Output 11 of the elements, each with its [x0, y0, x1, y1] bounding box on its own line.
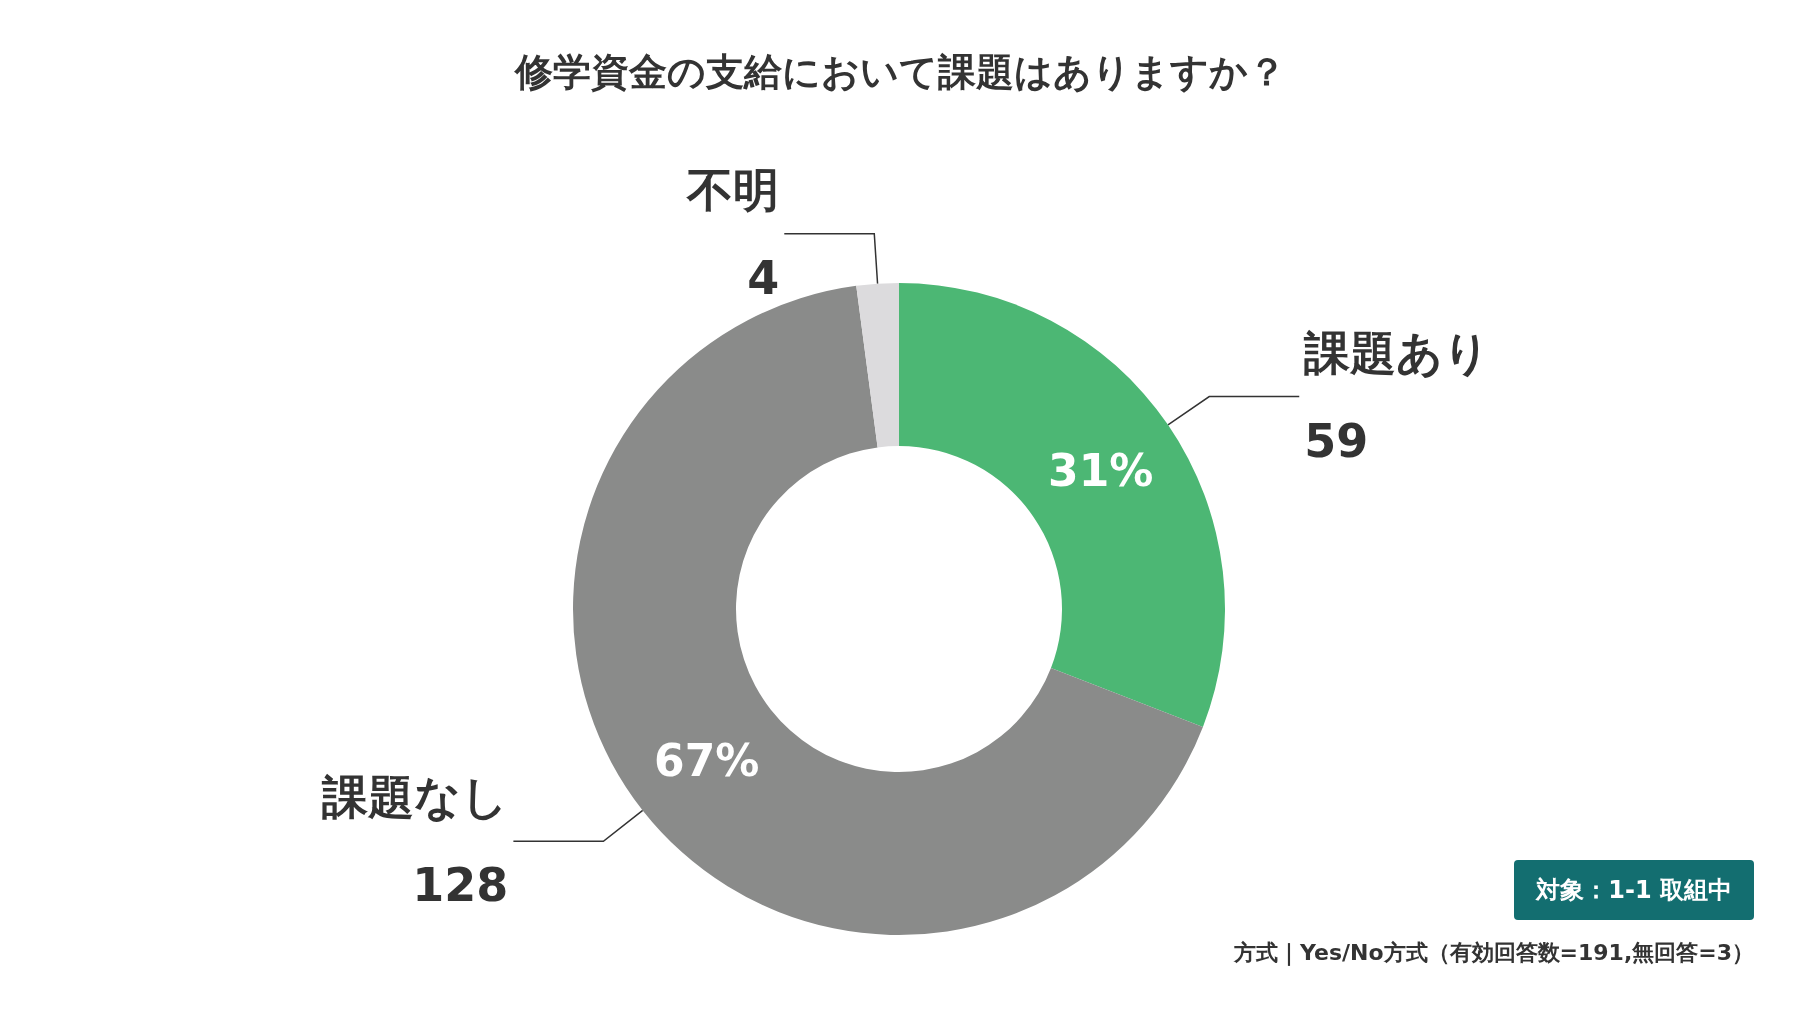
- chart-title: 修学資金の支給において課題はありますか？: [512, 50, 1286, 94]
- data-label: 4: [747, 250, 780, 305]
- slice-label: 課題あり: [1303, 325, 1491, 380]
- text: 31%: [1048, 445, 1154, 497]
- slice-label: 課題なし: [321, 770, 509, 825]
- data-label: 128: [412, 858, 509, 913]
- slice-label: 不明: [686, 162, 780, 217]
- text: 方式｜Yes/No方式（有効回答数=191,無回答=3）: [1234, 939, 1754, 968]
- data-label: 59: [1304, 413, 1369, 468]
- text: 対象：1-1 取組中: [1514, 860, 1754, 920]
- text: 67%: [654, 734, 760, 786]
